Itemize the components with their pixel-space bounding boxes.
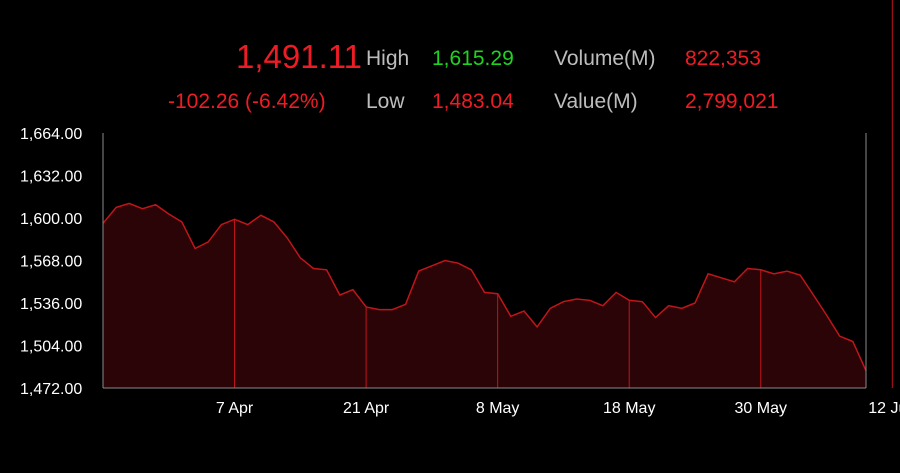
y-tick-label: 1,472.00 [20, 381, 82, 398]
x-tick-label: 7 Apr [216, 400, 254, 417]
high-value: 1,615.29 [432, 47, 514, 70]
low-value: 1,483.04 [432, 90, 514, 113]
y-tick-label: 1,536.00 [20, 296, 82, 313]
x-tick-label: 30 May [735, 400, 787, 417]
x-tick-label: 18 May [603, 400, 655, 417]
value-label: Value(M) [554, 90, 638, 113]
y-tick-label: 1,504.00 [20, 339, 82, 356]
x-tick-label: 21 Apr [343, 400, 390, 417]
x-tick-label: 8 May [476, 400, 520, 417]
y-axis: 1,664.00 1,632.00 1,600.00 1,568.00 1,536.00… [20, 126, 867, 398]
price-change: -102.26 (-6.42%) [168, 90, 326, 113]
value-value: 2,799,021 [685, 90, 779, 113]
high-label: High [366, 47, 410, 70]
volume-label: Volume(M) [554, 47, 656, 70]
y-tick-label: 1,632.00 [20, 169, 82, 186]
plot-area [102, 0, 893, 388]
last-price: 1,491.11 [236, 38, 363, 75]
y-tick-label: 1,664.00 [20, 126, 82, 143]
price-area-fill [103, 203, 866, 388]
price-line [102, 202, 867, 372]
volume-value: 822,353 [685, 47, 761, 70]
y-tick-label: 1,600.00 [20, 211, 82, 228]
y-tick-label: 1,568.00 [20, 254, 82, 271]
x-tick-label: 12 Jun [868, 400, 900, 417]
low-label: Low [366, 90, 405, 113]
